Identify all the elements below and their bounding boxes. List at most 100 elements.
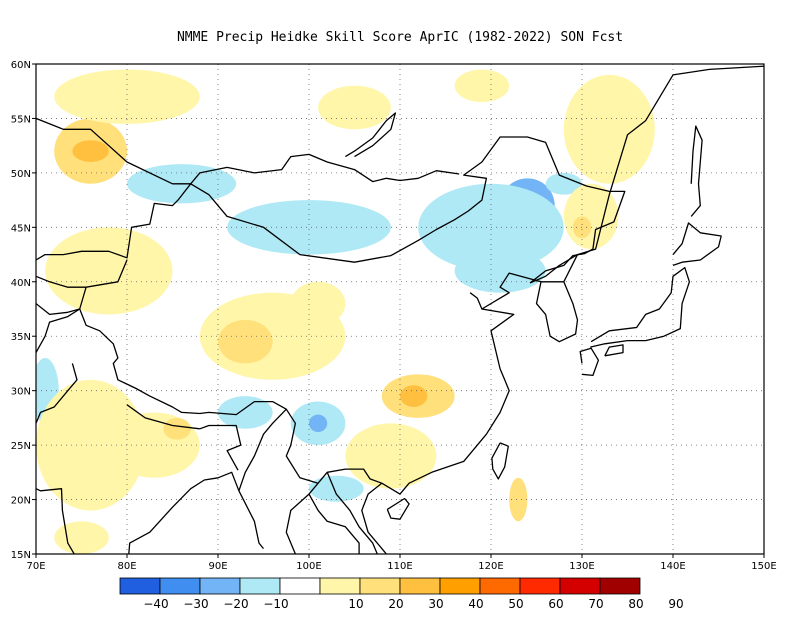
lat-tick-label: 40N (11, 278, 31, 289)
lon-tick-label: 70E (26, 561, 45, 572)
colorbar-label: −10 (263, 597, 288, 611)
india-pakistan-border (36, 308, 81, 353)
skill-score-shading (36, 69, 655, 554)
colorbar-swatch (239, 577, 281, 595)
lat-tick-label: 35N (11, 332, 31, 343)
skill-patch (563, 74, 655, 184)
colorbar-swatch (279, 577, 321, 595)
axis-ticks: 70E 80E 90E 100E 110E 120E 130E 140E 150E 60N 55N 5… (11, 60, 777, 572)
bhutan-bangladesh (199, 424, 242, 471)
colorbar: −40 −30 −20 −10 10 20 30 40 50 60 70 80 90 (119, 577, 684, 611)
skill-patch (509, 477, 528, 522)
lake-baikal (345, 112, 397, 158)
hainan (386, 497, 410, 520)
skill-patch (227, 200, 391, 255)
asia-east-coast (361, 65, 764, 554)
colorbar-label: 10 (348, 597, 363, 611)
lat-tick-label: 50N (11, 169, 31, 180)
skill-patch (218, 396, 273, 429)
colorbar-label: −30 (183, 597, 208, 611)
colorbar-label: −20 (223, 597, 248, 611)
skill-patch (345, 423, 437, 489)
skill-patch (454, 249, 546, 293)
skill-patch (163, 417, 191, 440)
china-west-border (79, 259, 383, 484)
afghan-border (36, 303, 80, 316)
lat-tick-label: 25N (11, 441, 31, 452)
lat-tick-label: 20N (11, 496, 31, 507)
colorbar-swatch (439, 577, 481, 595)
indochina-borders (285, 482, 319, 554)
laos-thailand (308, 493, 360, 554)
lon-tick-label: 130E (569, 561, 594, 572)
sakhalin (690, 125, 703, 217)
pakistan-india-border (36, 363, 78, 424)
mongolia-russia-border (190, 153, 460, 185)
laos-vietnam (326, 472, 378, 554)
colorbar-label: 20 (388, 597, 403, 611)
colorbar-swatch (359, 577, 401, 595)
colorbar-swatch (399, 577, 441, 595)
skill-patch (45, 227, 173, 315)
lon-tick-label: 140E (660, 561, 685, 572)
japan-kyushu (579, 347, 600, 377)
skill-patch (218, 319, 273, 364)
colorbar-swatch (559, 577, 601, 595)
lat-tick-label: 45N (11, 223, 31, 234)
china-border-north (36, 117, 626, 284)
lon-tick-label: 150E (751, 561, 776, 572)
lon-tick-label: 120E (478, 561, 503, 572)
skill-patch (454, 69, 510, 103)
skill-patch (54, 521, 109, 554)
colorbar-label: 50 (508, 597, 523, 611)
nepal-border (126, 404, 200, 430)
chart-title: NMME Precip Heidke Skill Score AprIC (19… (176, 30, 624, 45)
colorbar-swatch (159, 577, 201, 595)
colorbar-label: 70 (588, 597, 603, 611)
yellow-sea-bohai (469, 292, 483, 310)
north-korea-border (529, 252, 585, 284)
lat-tick-label: 60N (11, 60, 31, 71)
skill-patch (54, 69, 200, 124)
lat-lon-grid (36, 64, 764, 554)
colorbar-swatch (479, 577, 521, 595)
skill-patch (545, 172, 582, 195)
skill-patch (309, 475, 364, 502)
colorbar-swatch (519, 577, 561, 595)
colorbar-swatch (319, 577, 361, 595)
colorbar-swatch (599, 577, 641, 595)
lat-tick-label: 30N (11, 387, 31, 398)
colorbar-label: 80 (628, 597, 643, 611)
skill-patch (36, 379, 146, 511)
taiwan (491, 442, 509, 480)
skill-patch (318, 85, 391, 130)
colorbar-swatch (119, 577, 161, 595)
colorbar-label: −40 (143, 597, 168, 611)
skill-patch (72, 140, 109, 162)
lon-tick-label: 110E (387, 561, 412, 572)
lat-tick-label: 55N (11, 114, 31, 125)
japan-honshu (590, 266, 691, 348)
skill-patch (290, 281, 346, 326)
lon-tick-label: 80E (117, 561, 136, 572)
india-east-coast (128, 471, 265, 554)
kyrgyz-tajik (36, 275, 87, 288)
kazakhstan-border (36, 183, 192, 261)
skill-patch (309, 414, 328, 433)
colorbar-label: 60 (548, 597, 563, 611)
india-west-coast (36, 488, 75, 554)
colorbar-label: 90 (668, 597, 683, 611)
coastline (36, 65, 764, 554)
lat-tick-label: 15N (11, 550, 31, 561)
lon-tick-label: 90E (208, 561, 227, 572)
japan-hokkaido (672, 222, 722, 267)
japan-shikoku (604, 344, 624, 357)
myanmar-border (238, 408, 287, 492)
lon-tick-label: 100E (296, 561, 321, 572)
korea-coast (535, 281, 579, 343)
colorbar-label: 40 (468, 597, 483, 611)
colorbar-label: 30 (428, 597, 443, 611)
colorbar-swatch (199, 577, 241, 595)
skill-patch (400, 385, 428, 407)
